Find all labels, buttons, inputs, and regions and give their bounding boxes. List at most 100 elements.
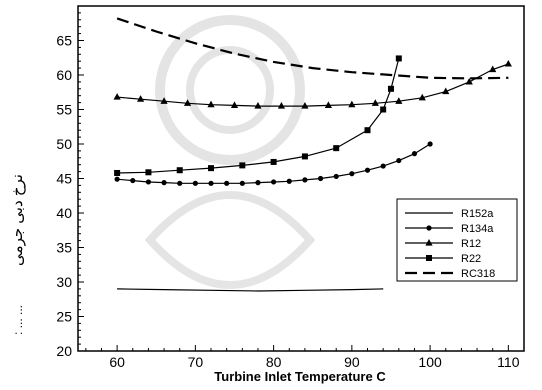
data-point-r134a xyxy=(427,141,433,147)
y-tick-label: 60 xyxy=(56,67,72,83)
data-point-r134a xyxy=(224,180,230,186)
data-point-r134a xyxy=(380,163,386,169)
series-r12 xyxy=(113,59,512,109)
legend-item-r22: R22 xyxy=(405,253,481,265)
data-point-r12 xyxy=(324,101,332,108)
data-point-r22 xyxy=(208,165,215,172)
data-point-r12 xyxy=(465,77,473,85)
legend-label-rc318: RC318 xyxy=(461,268,495,280)
legend-marker-r22 xyxy=(426,255,432,261)
axes: 60 70 80 90 100 110 20 25 30 35 40 45 50 55 60 65 xyxy=(56,12,520,370)
data-point-r22 xyxy=(333,145,340,152)
legend-label-r12: R12 xyxy=(461,238,481,250)
data-point-r22 xyxy=(114,169,121,176)
y-tick-label: 45 xyxy=(56,171,72,187)
data-point-r134a xyxy=(396,157,402,164)
data-point-r22 xyxy=(364,127,371,134)
data-point-r12 xyxy=(207,100,215,108)
data-point-r134a xyxy=(349,171,355,177)
x-axis-title: Turbine Inlet Temperature C xyxy=(214,369,386,384)
data-point-r22 xyxy=(380,106,387,113)
data-point-r134a xyxy=(255,180,261,186)
data-point-r134a xyxy=(317,175,324,182)
legend-marker-r12 xyxy=(425,239,433,246)
series-r22 xyxy=(114,55,402,176)
data-point-r134a xyxy=(161,180,167,186)
series-line-r152a xyxy=(117,288,384,292)
data-point-r12 xyxy=(371,99,379,106)
data-point-r134a xyxy=(364,167,371,173)
data-point-r134a xyxy=(114,176,120,182)
series-layer xyxy=(113,17,512,292)
data-point-r22 xyxy=(176,167,183,174)
legend-item-r134a: R134a xyxy=(405,223,494,235)
data-point-r134a xyxy=(130,177,136,184)
data-point-r134a xyxy=(177,180,183,186)
data-point-r134a xyxy=(333,173,339,180)
y-axis-title: نرخ دبی جرمی xyxy=(9,174,26,266)
data-point-r12 xyxy=(254,102,262,109)
data-point-r12 xyxy=(418,93,426,101)
data-point-r12 xyxy=(136,95,145,102)
legend-label-r152a: R152a xyxy=(461,208,494,220)
data-point-r134a xyxy=(302,177,308,183)
y-tick-label: 35 xyxy=(56,240,72,256)
series-rc318 xyxy=(116,17,509,80)
legend-item-r12: R12 xyxy=(405,238,481,250)
y-axis-title-dots: : ... ... xyxy=(11,305,25,335)
series-r134a xyxy=(114,141,433,186)
y-tick-label: 65 xyxy=(56,33,72,49)
y-tick-label: 40 xyxy=(56,205,72,221)
x-tick-label: 80 xyxy=(266,354,282,370)
legend-label-r134a: R134a xyxy=(461,223,494,235)
legend-box xyxy=(396,198,518,282)
data-point-r12 xyxy=(489,65,497,73)
y-tick-label: 30 xyxy=(56,274,72,290)
data-point-r12 xyxy=(277,102,286,109)
plot-frame xyxy=(77,5,525,352)
data-point-r22 xyxy=(239,162,246,169)
data-point-r134a xyxy=(411,151,418,157)
data-point-r12 xyxy=(442,87,450,95)
data-point-r134a xyxy=(286,178,292,184)
data-point-r22 xyxy=(387,85,394,92)
series-line-rc318 xyxy=(116,17,509,80)
x-tick-label: 100 xyxy=(418,354,442,370)
data-point-r12 xyxy=(230,101,239,108)
data-point-r12 xyxy=(301,102,309,109)
legend-marker-r134a xyxy=(426,225,432,231)
series-r152a xyxy=(117,288,384,292)
x-tick-label: 110 xyxy=(497,354,520,370)
data-point-r12 xyxy=(183,99,192,106)
data-point-r12 xyxy=(395,97,403,104)
data-point-r134a xyxy=(145,179,152,185)
series-line-r22 xyxy=(117,58,400,174)
data-point-r134a xyxy=(239,180,245,186)
data-point-r12 xyxy=(160,97,168,104)
data-point-r134a xyxy=(192,180,198,186)
data-point-r22 xyxy=(270,158,277,165)
x-tick-label: 90 xyxy=(344,354,360,370)
data-point-r22 xyxy=(145,169,152,176)
legend: R152a R134a R12 R22 RC318 xyxy=(396,198,518,282)
watermark-ornament xyxy=(144,15,316,289)
data-point-r134a xyxy=(271,179,277,185)
series-line-r12 xyxy=(117,63,509,107)
data-point-r22 xyxy=(395,55,402,62)
data-point-r22 xyxy=(301,153,308,160)
data-point-r134a xyxy=(208,180,214,186)
legend-label-r22: R22 xyxy=(461,253,481,265)
data-point-r12 xyxy=(348,100,356,108)
data-point-r12 xyxy=(113,93,121,100)
legend-item-rc318: RC318 xyxy=(405,268,495,280)
x-tick-label: 70 xyxy=(188,354,204,370)
legend-item-r152a: R152a xyxy=(405,208,494,220)
y-tick-label: 50 xyxy=(56,136,72,152)
y-tick-label: 55 xyxy=(56,102,72,118)
data-point-r12 xyxy=(504,59,512,67)
y-tick-label: 20 xyxy=(56,343,72,359)
y-tick-label: 25 xyxy=(56,309,72,325)
x-tick-label: 60 xyxy=(109,354,125,370)
